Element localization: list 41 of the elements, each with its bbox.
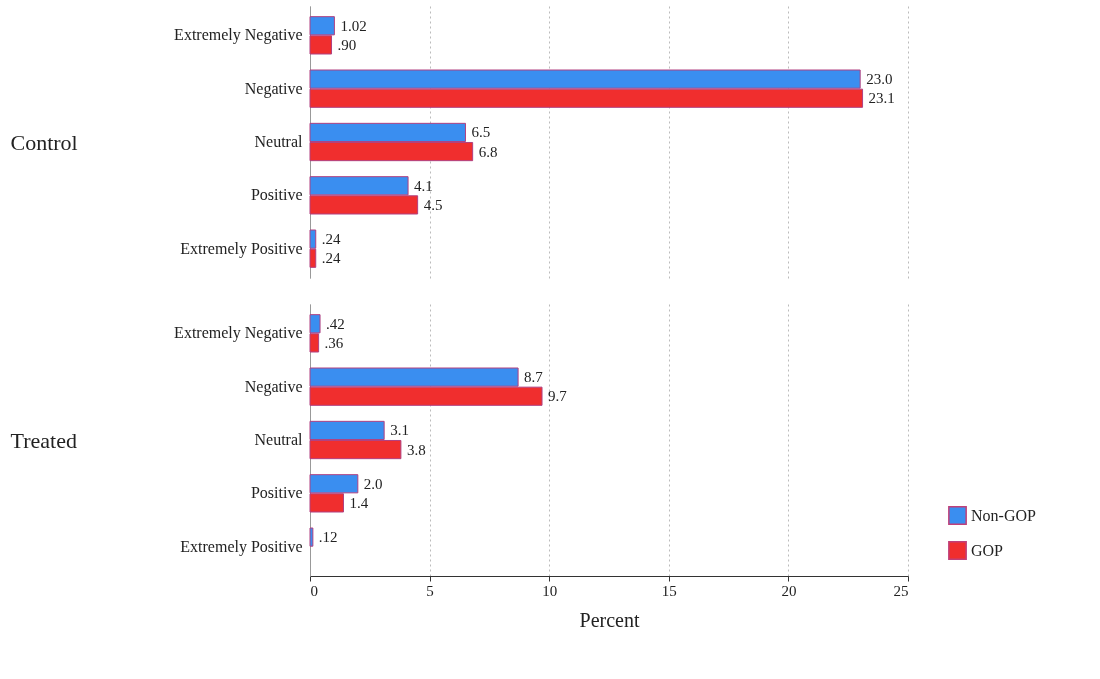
- y-tick-label: Negative: [244, 79, 303, 98]
- data-label: .24: [321, 250, 341, 267]
- data-label: .90: [337, 36, 357, 53]
- x-tick-label: 25: [893, 582, 909, 599]
- data-label: 4.1: [414, 177, 433, 194]
- data-label: .36: [324, 334, 344, 351]
- data-label: 23.0: [866, 71, 893, 88]
- x-tick-label: 15: [661, 582, 677, 599]
- x-tick-label: 5: [426, 582, 434, 599]
- y-tick-label: Neutral: [254, 133, 304, 150]
- data-label: 9.7: [548, 388, 568, 405]
- y-axis-title: Treated: [10, 427, 77, 453]
- x-tick-label: 20: [781, 582, 797, 599]
- y-tick-label: Extremely Negative: [174, 26, 303, 45]
- x-axis-title: Percent: [579, 608, 640, 631]
- data-label: 8.7: [524, 369, 544, 386]
- data-label: .42: [326, 315, 345, 332]
- y-tick-label: Neutral: [254, 431, 304, 448]
- legend-label: Non-GOP: [971, 506, 1036, 524]
- y-tick-label: Extremely Negative: [174, 324, 303, 343]
- y-tick-label: Extremely Positive: [180, 239, 303, 258]
- data-label: 6.5: [471, 124, 491, 141]
- data-label: 6.8: [478, 143, 498, 160]
- data-label: .24: [321, 231, 341, 248]
- bar: [309, 527, 314, 547]
- y-tick-label: Negative: [244, 377, 303, 396]
- y-axis-title: Control: [10, 129, 78, 155]
- data-label: 3.8: [406, 441, 426, 458]
- x-tick-label: 10: [542, 582, 558, 599]
- data-label: 3.1: [390, 422, 409, 439]
- data-label: 23.1: [868, 90, 895, 107]
- x-tick-label: 0: [310, 582, 318, 599]
- legend-label: GOP: [971, 541, 1004, 559]
- y-tick-label: Positive: [250, 484, 303, 502]
- data-label: 1.02: [340, 17, 367, 34]
- data-label: .12: [318, 529, 338, 546]
- data-label: 4.5: [423, 196, 443, 213]
- y-tick-label: Extremely Positive: [180, 537, 303, 556]
- y-tick-label: Positive: [250, 186, 303, 204]
- data-label: 2.0: [363, 475, 383, 492]
- data-label: 1.4: [349, 494, 369, 511]
